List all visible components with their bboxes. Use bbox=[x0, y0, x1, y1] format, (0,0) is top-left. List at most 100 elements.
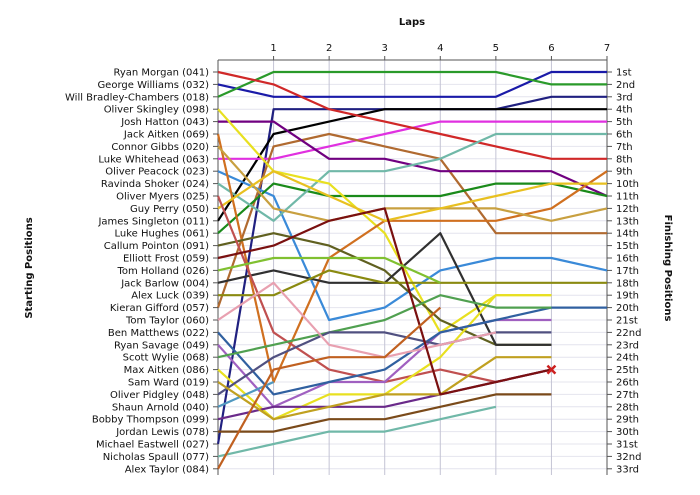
finishing-label: 10th bbox=[616, 179, 639, 190]
driver-line bbox=[216, 132, 607, 308]
finishing-label: 14th bbox=[616, 229, 639, 240]
driver-label: Luke Hughes (061) bbox=[115, 229, 210, 240]
driver-line bbox=[217, 356, 552, 421]
finishing-label: 18th bbox=[616, 278, 639, 289]
finishing-label: 21st bbox=[616, 316, 638, 327]
finishing-label: 20th bbox=[616, 303, 639, 314]
driver-label: Scott Wylie (068) bbox=[123, 353, 209, 364]
driver-label: Oliver Myers (025) bbox=[116, 192, 209, 203]
driver-label: Elliott Frost (059) bbox=[123, 254, 209, 265]
finishing-label: 12th bbox=[616, 204, 639, 215]
finishing-label: 25th bbox=[616, 365, 639, 376]
driver-label: Luke Whitehead (063) bbox=[98, 154, 209, 165]
driver-label: Shaun Arnold (040) bbox=[112, 402, 209, 413]
driver-line bbox=[217, 170, 608, 322]
driver-label: Bobby Thompson (099) bbox=[92, 415, 209, 426]
driver-line bbox=[217, 405, 497, 458]
driver-line bbox=[217, 170, 607, 222]
driver-line bbox=[217, 70, 607, 98]
x-tick-label: 1 bbox=[270, 43, 276, 54]
driver-line bbox=[217, 70, 607, 160]
driver-line bbox=[217, 132, 607, 222]
x-tick-label: 5 bbox=[493, 43, 499, 54]
chart-title: Laps bbox=[399, 17, 425, 28]
finishing-label: 2nd bbox=[616, 80, 635, 91]
series-layer bbox=[216, 70, 608, 470]
driver-label: Alex Taylor (084) bbox=[125, 464, 209, 475]
finishing-label: 9th bbox=[616, 167, 633, 178]
driver-label: George Williams (032) bbox=[97, 80, 209, 91]
driver-label: Ben Matthews (022) bbox=[108, 328, 209, 339]
y-axis-label-right: Finishing Positions bbox=[662, 215, 673, 322]
finishing-position-labels: 1st2nd3rd4th5th6th7th8th9th10th11th12th1… bbox=[607, 68, 641, 475]
driver-label: Ravinda Shoker (024) bbox=[101, 179, 209, 190]
finishing-label: 5th bbox=[616, 117, 633, 128]
finishing-label: 27th bbox=[616, 390, 639, 401]
driver-line bbox=[217, 306, 442, 470]
finishing-label: 22nd bbox=[616, 328, 641, 339]
finishing-label: 1st bbox=[616, 68, 632, 79]
driver-line bbox=[217, 70, 607, 98]
marker-layer bbox=[546, 364, 557, 375]
driver-label: Tom Holland (026) bbox=[116, 266, 209, 277]
driver-label: Oliver Peacock (023) bbox=[105, 167, 209, 178]
driver-label: Oliver Pidgley (048) bbox=[110, 390, 209, 401]
driver-label: Callum Pointon (091) bbox=[104, 241, 209, 252]
driver-label: Connor Gibbs (020) bbox=[111, 142, 209, 153]
driver-line bbox=[217, 182, 608, 235]
finishing-label: 24th bbox=[616, 353, 639, 364]
finishing-label: 26th bbox=[616, 378, 639, 389]
driver-label: Max Aitken (086) bbox=[124, 365, 209, 376]
driver-label: James Singleton (011) bbox=[97, 216, 209, 227]
finishing-label: 29th bbox=[616, 415, 639, 426]
finishing-label: 17th bbox=[616, 266, 639, 277]
driver-label: Jack Barlow (004) bbox=[120, 278, 209, 289]
driver-label: Ryan Morgan (041) bbox=[113, 68, 209, 79]
x-tick-label: 2 bbox=[326, 43, 332, 54]
finishing-label: 15th bbox=[616, 241, 639, 252]
driver-line bbox=[218, 393, 552, 433]
x-ticks: 1 2 3 4 5 6 7 bbox=[270, 43, 610, 60]
driver-line bbox=[217, 256, 441, 284]
finishing-label: 19th bbox=[616, 291, 639, 302]
finishing-label: 32nd bbox=[616, 452, 641, 463]
driver-label: Michael Eastwell (027) bbox=[96, 440, 209, 451]
driver-label: Will Bradley-Chambers (018) bbox=[65, 92, 209, 103]
driver-label: Kieran Gifford (057) bbox=[110, 303, 209, 314]
driver-label: Ryan Savage (049) bbox=[114, 340, 209, 351]
retired-marker bbox=[546, 364, 557, 375]
finishing-label: 31st bbox=[616, 440, 638, 451]
driver-label: Jack Aitken (069) bbox=[123, 130, 209, 141]
finishing-label: 33rd bbox=[616, 464, 639, 475]
driver-line bbox=[217, 108, 607, 222]
driver-label: Jordan Lewis (078) bbox=[115, 427, 209, 438]
finishing-label: 4th bbox=[616, 105, 633, 116]
finishing-label: 11th bbox=[616, 192, 639, 203]
driver-label: Oliver Skingley (098) bbox=[104, 105, 209, 116]
finishing-label: 23rd bbox=[616, 340, 639, 351]
driver-line bbox=[217, 207, 552, 396]
finishing-label: 7th bbox=[616, 142, 633, 153]
starting-position-labels: Ryan Morgan (041)George Williams (032)Wi… bbox=[65, 68, 218, 475]
x-tick-label: 4 bbox=[437, 43, 443, 54]
driver-line bbox=[217, 145, 608, 222]
driver-line bbox=[216, 133, 608, 384]
finishing-label: 28th bbox=[616, 402, 639, 413]
driver-line bbox=[218, 269, 607, 297]
finishing-label: 8th bbox=[616, 154, 633, 165]
x-tick-label: 6 bbox=[548, 43, 554, 54]
finishing-label: 30th bbox=[616, 427, 639, 438]
driver-label: Josh Hatton (043) bbox=[120, 117, 209, 128]
finishing-label: 13th bbox=[616, 216, 639, 227]
driver-label: Sam Ward (019) bbox=[128, 378, 209, 389]
driver-label: Guy Perry (050) bbox=[130, 204, 209, 215]
finishing-label: 3rd bbox=[616, 92, 633, 103]
finishing-label: 6th bbox=[616, 130, 633, 141]
retired-marker-stroke bbox=[546, 364, 557, 375]
finishing-label: 16th bbox=[616, 254, 639, 265]
driver-line bbox=[217, 281, 497, 359]
driver-line bbox=[217, 294, 552, 359]
driver-label: Tom Taylor (060) bbox=[125, 316, 209, 327]
driver-label: Nicholas Spaull (077) bbox=[103, 452, 209, 463]
